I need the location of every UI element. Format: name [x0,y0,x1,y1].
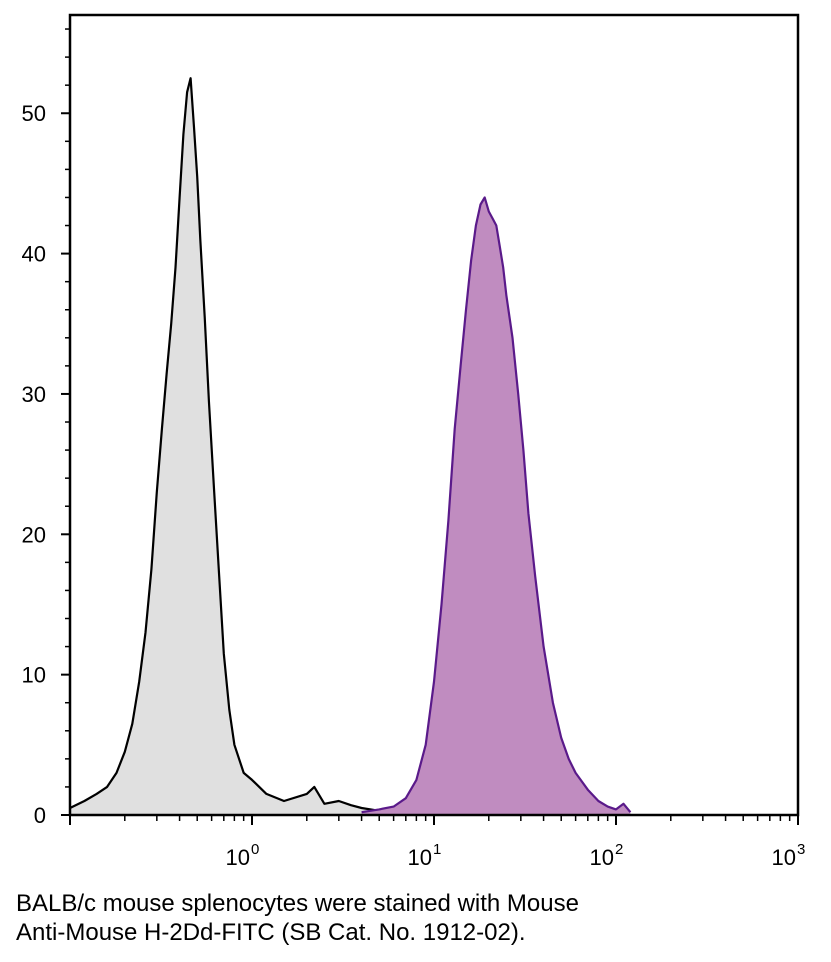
x-tick-label: 10 [590,845,614,870]
y-tick-label: 30 [22,382,46,407]
y-tick-label: 40 [22,242,46,267]
caption-line-2: Anti-Mouse H-2Dd-FITC (SB Cat. No. 1912-… [16,919,526,946]
y-tick-label: 50 [22,101,46,126]
x-tick-exponent: 0 [251,841,259,858]
series-0-line [69,77,380,812]
x-tick-label: 10 [408,845,432,870]
y-tick-label: 10 [22,663,46,688]
x-tick-exponent: 1 [433,841,441,858]
x-tick-label: 10 [226,845,250,870]
series-0-fill [70,78,380,815]
y-tick-label: 0 [34,803,46,828]
x-tick-exponent: 2 [615,841,623,858]
series-1-fill [361,197,631,815]
x-tick-label: 10 [772,845,796,870]
x-tick-exponent: 3 [797,841,805,858]
caption-line-1: BALB/c mouse splenocytes were stained wi… [16,890,579,917]
figure-caption: BALB/c mouse splenocytes were stained wi… [16,889,816,947]
y-tick-label: 20 [22,522,46,547]
plot-frame [68,13,800,817]
series-layer [69,77,632,815]
series-1-line [361,196,632,814]
